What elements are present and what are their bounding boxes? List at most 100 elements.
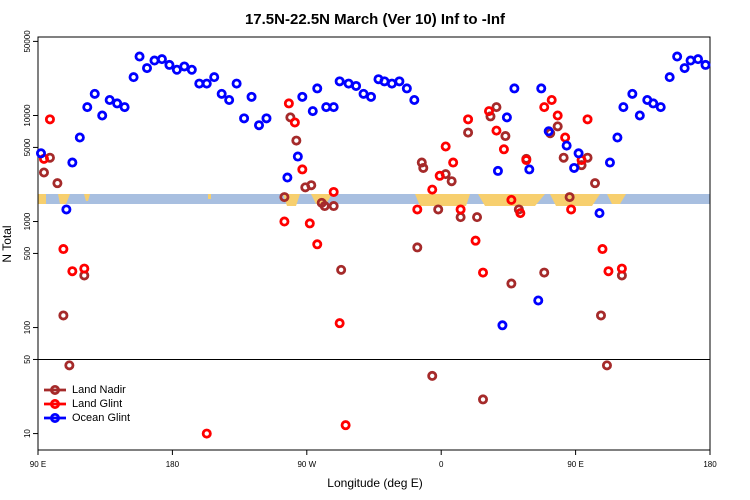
point: [366, 91, 377, 102]
point: [283, 98, 294, 109]
x-tick-label: 90 W: [297, 460, 316, 469]
point: [693, 54, 704, 65]
point: [506, 194, 517, 205]
point: [128, 72, 139, 83]
point: [279, 216, 290, 227]
point: [664, 72, 675, 83]
x-tick-label: 180: [166, 460, 180, 469]
point: [289, 117, 300, 128]
point: [261, 113, 272, 124]
y-axis-label: N Total: [0, 225, 14, 262]
point: [552, 110, 563, 121]
point: [142, 63, 153, 74]
point: [648, 98, 659, 109]
point: [655, 102, 666, 113]
point: [254, 120, 265, 131]
point: [627, 88, 638, 99]
point: [79, 263, 90, 274]
point: [590, 178, 601, 189]
point: [351, 80, 362, 91]
legend-marker: [50, 384, 61, 395]
y-tick-label: 100: [23, 320, 32, 334]
series: [38, 102, 627, 405]
plot-frame: [37, 36, 711, 451]
point: [524, 164, 535, 175]
y-tick-label: 50: [23, 354, 32, 363]
point: [569, 162, 580, 173]
point: [216, 88, 227, 99]
point: [282, 172, 293, 183]
point: [472, 212, 483, 223]
point: [418, 162, 429, 173]
point: [328, 186, 339, 197]
legend-label: Land Nadir: [72, 384, 126, 396]
point: [446, 176, 457, 187]
point: [224, 95, 235, 106]
y-tick-label: 5000: [23, 138, 32, 156]
y-tick-label: 10: [23, 429, 32, 438]
point: [334, 76, 345, 87]
point: [618, 102, 629, 113]
point: [566, 204, 577, 215]
point: [291, 135, 302, 146]
point: [38, 167, 49, 178]
point: [58, 244, 69, 255]
point: [312, 239, 323, 250]
point: [597, 244, 608, 255]
series: [38, 95, 627, 439]
point: [104, 95, 115, 106]
point: [561, 140, 572, 151]
point: [64, 360, 75, 371]
point: [573, 148, 584, 159]
y-tick-label: 50000: [23, 30, 32, 53]
point: [470, 235, 481, 246]
point: [463, 127, 474, 138]
point: [427, 370, 438, 381]
point: [89, 88, 100, 99]
point: [433, 204, 444, 215]
point: [501, 112, 512, 123]
land-mask: [38, 194, 710, 206]
land-band: [38, 194, 626, 206]
point: [515, 208, 526, 219]
legend-label: Ocean Glint: [72, 412, 130, 424]
point: [209, 72, 220, 83]
x-tick-label: 90 E: [30, 460, 46, 469]
point: [448, 157, 459, 168]
point: [82, 102, 93, 113]
y-tick-label: 1000: [23, 212, 32, 230]
point: [616, 263, 627, 274]
point: [292, 151, 303, 162]
point: [336, 264, 347, 275]
point: [434, 170, 445, 181]
x-tick-label: 90 E: [567, 460, 583, 469]
point: [603, 266, 614, 277]
point: [35, 148, 46, 159]
point: [455, 212, 466, 223]
point: [319, 201, 330, 212]
point: [521, 155, 532, 166]
point: [491, 102, 502, 113]
point: [594, 208, 605, 219]
point: [604, 157, 615, 168]
legend-marker: [50, 412, 61, 423]
point: [61, 204, 72, 215]
point: [412, 242, 423, 253]
point: [679, 63, 690, 74]
point: [546, 95, 557, 106]
point: [601, 360, 612, 371]
point: [201, 428, 212, 439]
point: [543, 126, 554, 137]
point: [239, 113, 250, 124]
point: [112, 98, 123, 109]
point: [149, 55, 160, 66]
point: [156, 54, 167, 65]
point: [427, 184, 438, 195]
point: [440, 141, 451, 152]
point: [134, 51, 145, 62]
legend: Land Nadir Land Glint Ocean Glint: [44, 384, 130, 424]
point: [58, 310, 69, 321]
series: [35, 51, 711, 331]
x-tick-label: 0: [439, 460, 444, 469]
